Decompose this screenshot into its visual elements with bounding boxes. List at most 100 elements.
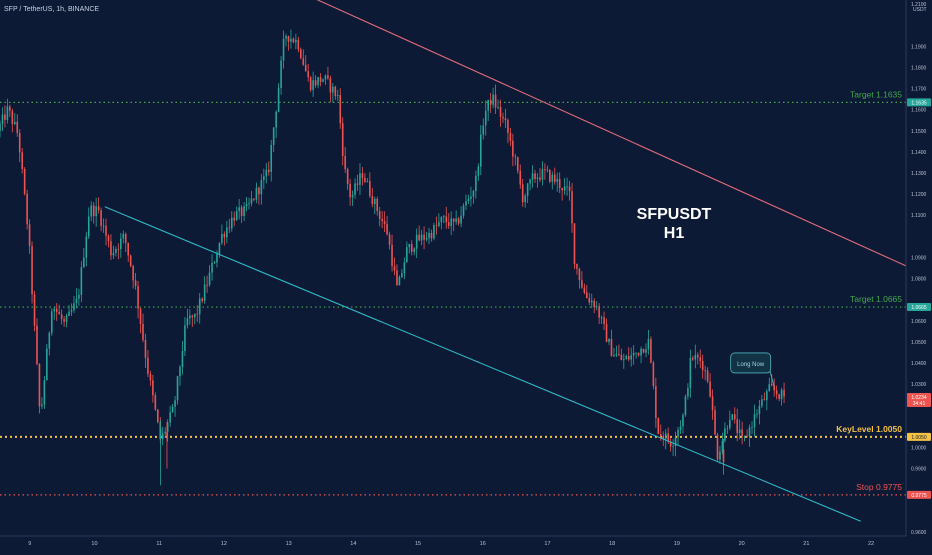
candle-body bbox=[696, 354, 699, 358]
candle-body bbox=[277, 87, 280, 112]
candle-body bbox=[196, 313, 199, 315]
price-tag-label: 0.9775 bbox=[911, 493, 927, 499]
candle-body bbox=[124, 233, 127, 243]
candle-body bbox=[716, 434, 719, 460]
chart-subtitle: H1 bbox=[664, 225, 685, 242]
candle-body bbox=[139, 308, 142, 324]
candle-body bbox=[302, 58, 305, 65]
candle-body bbox=[408, 243, 411, 248]
candle-body bbox=[334, 86, 337, 97]
price-tick-label: 1.1100 bbox=[911, 213, 926, 219]
candle-body bbox=[514, 156, 517, 158]
candle-body bbox=[630, 355, 632, 360]
candle-body bbox=[499, 107, 502, 117]
candle-body bbox=[203, 284, 206, 301]
candle-body bbox=[55, 308, 58, 312]
time-tick-label: 11 bbox=[156, 541, 162, 547]
candle-body bbox=[31, 245, 33, 295]
candle-body bbox=[645, 349, 647, 353]
candle-body bbox=[110, 241, 112, 256]
candle-body bbox=[361, 173, 364, 178]
candle-body bbox=[70, 310, 73, 312]
candle-body bbox=[743, 435, 746, 437]
candle-body bbox=[659, 433, 662, 436]
price-tick-label: 1.1400 bbox=[911, 150, 927, 156]
time-axis-panel[interactable] bbox=[0, 536, 932, 550]
candle-body bbox=[497, 107, 499, 108]
candle-body bbox=[751, 427, 753, 428]
candle-body bbox=[600, 317, 603, 319]
candle-body bbox=[198, 298, 201, 315]
candle-body bbox=[627, 356, 630, 360]
candle-body bbox=[433, 225, 435, 239]
candle-body bbox=[694, 354, 697, 360]
candle-body bbox=[265, 169, 268, 177]
candle-body bbox=[632, 352, 635, 356]
candle-body bbox=[147, 357, 149, 374]
target-1-label: Target 1.1635 bbox=[850, 89, 902, 99]
time-tick-label: 15 bbox=[415, 541, 421, 547]
price-ticks: 1.2100 1.1900 1.1800 1.1700 1.1600 1.1500 1.14… bbox=[911, 2, 927, 536]
candle-body bbox=[378, 211, 381, 219]
candle-body bbox=[608, 338, 610, 342]
candle-body bbox=[63, 319, 65, 322]
candle-body bbox=[704, 370, 706, 371]
candle-body bbox=[780, 389, 783, 400]
candle-body bbox=[766, 391, 768, 401]
candle-body bbox=[640, 348, 642, 356]
candle-body bbox=[105, 225, 107, 236]
candle-body bbox=[0, 123, 1, 131]
candle-body bbox=[465, 201, 467, 206]
candle-body bbox=[546, 169, 549, 171]
long-now-callout[interactable]: Long Now bbox=[730, 352, 775, 387]
candle-body bbox=[588, 298, 591, 303]
candle-body bbox=[768, 384, 771, 392]
candle-body bbox=[267, 169, 270, 172]
candle-body bbox=[492, 94, 494, 105]
candle-body bbox=[248, 203, 250, 205]
candle-body bbox=[519, 170, 522, 185]
candle-body bbox=[174, 400, 176, 407]
candle-body bbox=[255, 187, 258, 200]
price-tick-label: 1.1700 bbox=[911, 87, 927, 93]
candle-body bbox=[652, 362, 655, 387]
candle-body bbox=[297, 39, 300, 50]
candle-body bbox=[221, 234, 223, 243]
candle-body bbox=[558, 179, 561, 189]
candle-body bbox=[351, 194, 354, 198]
candle-body bbox=[445, 216, 448, 223]
candle-body bbox=[33, 294, 36, 326]
candle-body bbox=[509, 132, 512, 141]
candle-body bbox=[78, 294, 80, 299]
callout-box bbox=[730, 352, 772, 374]
candle-body bbox=[521, 184, 524, 203]
candle-body bbox=[581, 280, 583, 288]
candle-body bbox=[122, 233, 125, 239]
candle-body bbox=[75, 298, 78, 304]
candle-body bbox=[637, 352, 640, 356]
candle-body bbox=[253, 198, 255, 200]
price-tag-countdown: 34:41 bbox=[913, 401, 926, 407]
candle-body bbox=[87, 216, 90, 237]
candle-body bbox=[26, 193, 28, 225]
stop-label: Stop 0.9775 bbox=[856, 482, 902, 492]
time-tick-label: 13 bbox=[286, 541, 292, 547]
candle-body bbox=[270, 145, 273, 172]
time-tick-label: 12 bbox=[221, 541, 227, 547]
candle-body bbox=[729, 419, 731, 428]
candle-body bbox=[669, 441, 672, 447]
candle-body bbox=[48, 332, 51, 349]
candle-body bbox=[176, 376, 179, 401]
price-tick-label: 1.1300 bbox=[911, 171, 927, 177]
candle-body bbox=[452, 218, 455, 222]
candle-body bbox=[181, 351, 184, 367]
candle-body bbox=[95, 206, 97, 217]
candle-body bbox=[761, 399, 763, 407]
candle-body bbox=[489, 99, 492, 105]
candle-body bbox=[336, 95, 339, 97]
candle-body bbox=[191, 315, 194, 318]
candle-body bbox=[18, 133, 21, 153]
price-axis-panel[interactable] bbox=[906, 0, 932, 536]
